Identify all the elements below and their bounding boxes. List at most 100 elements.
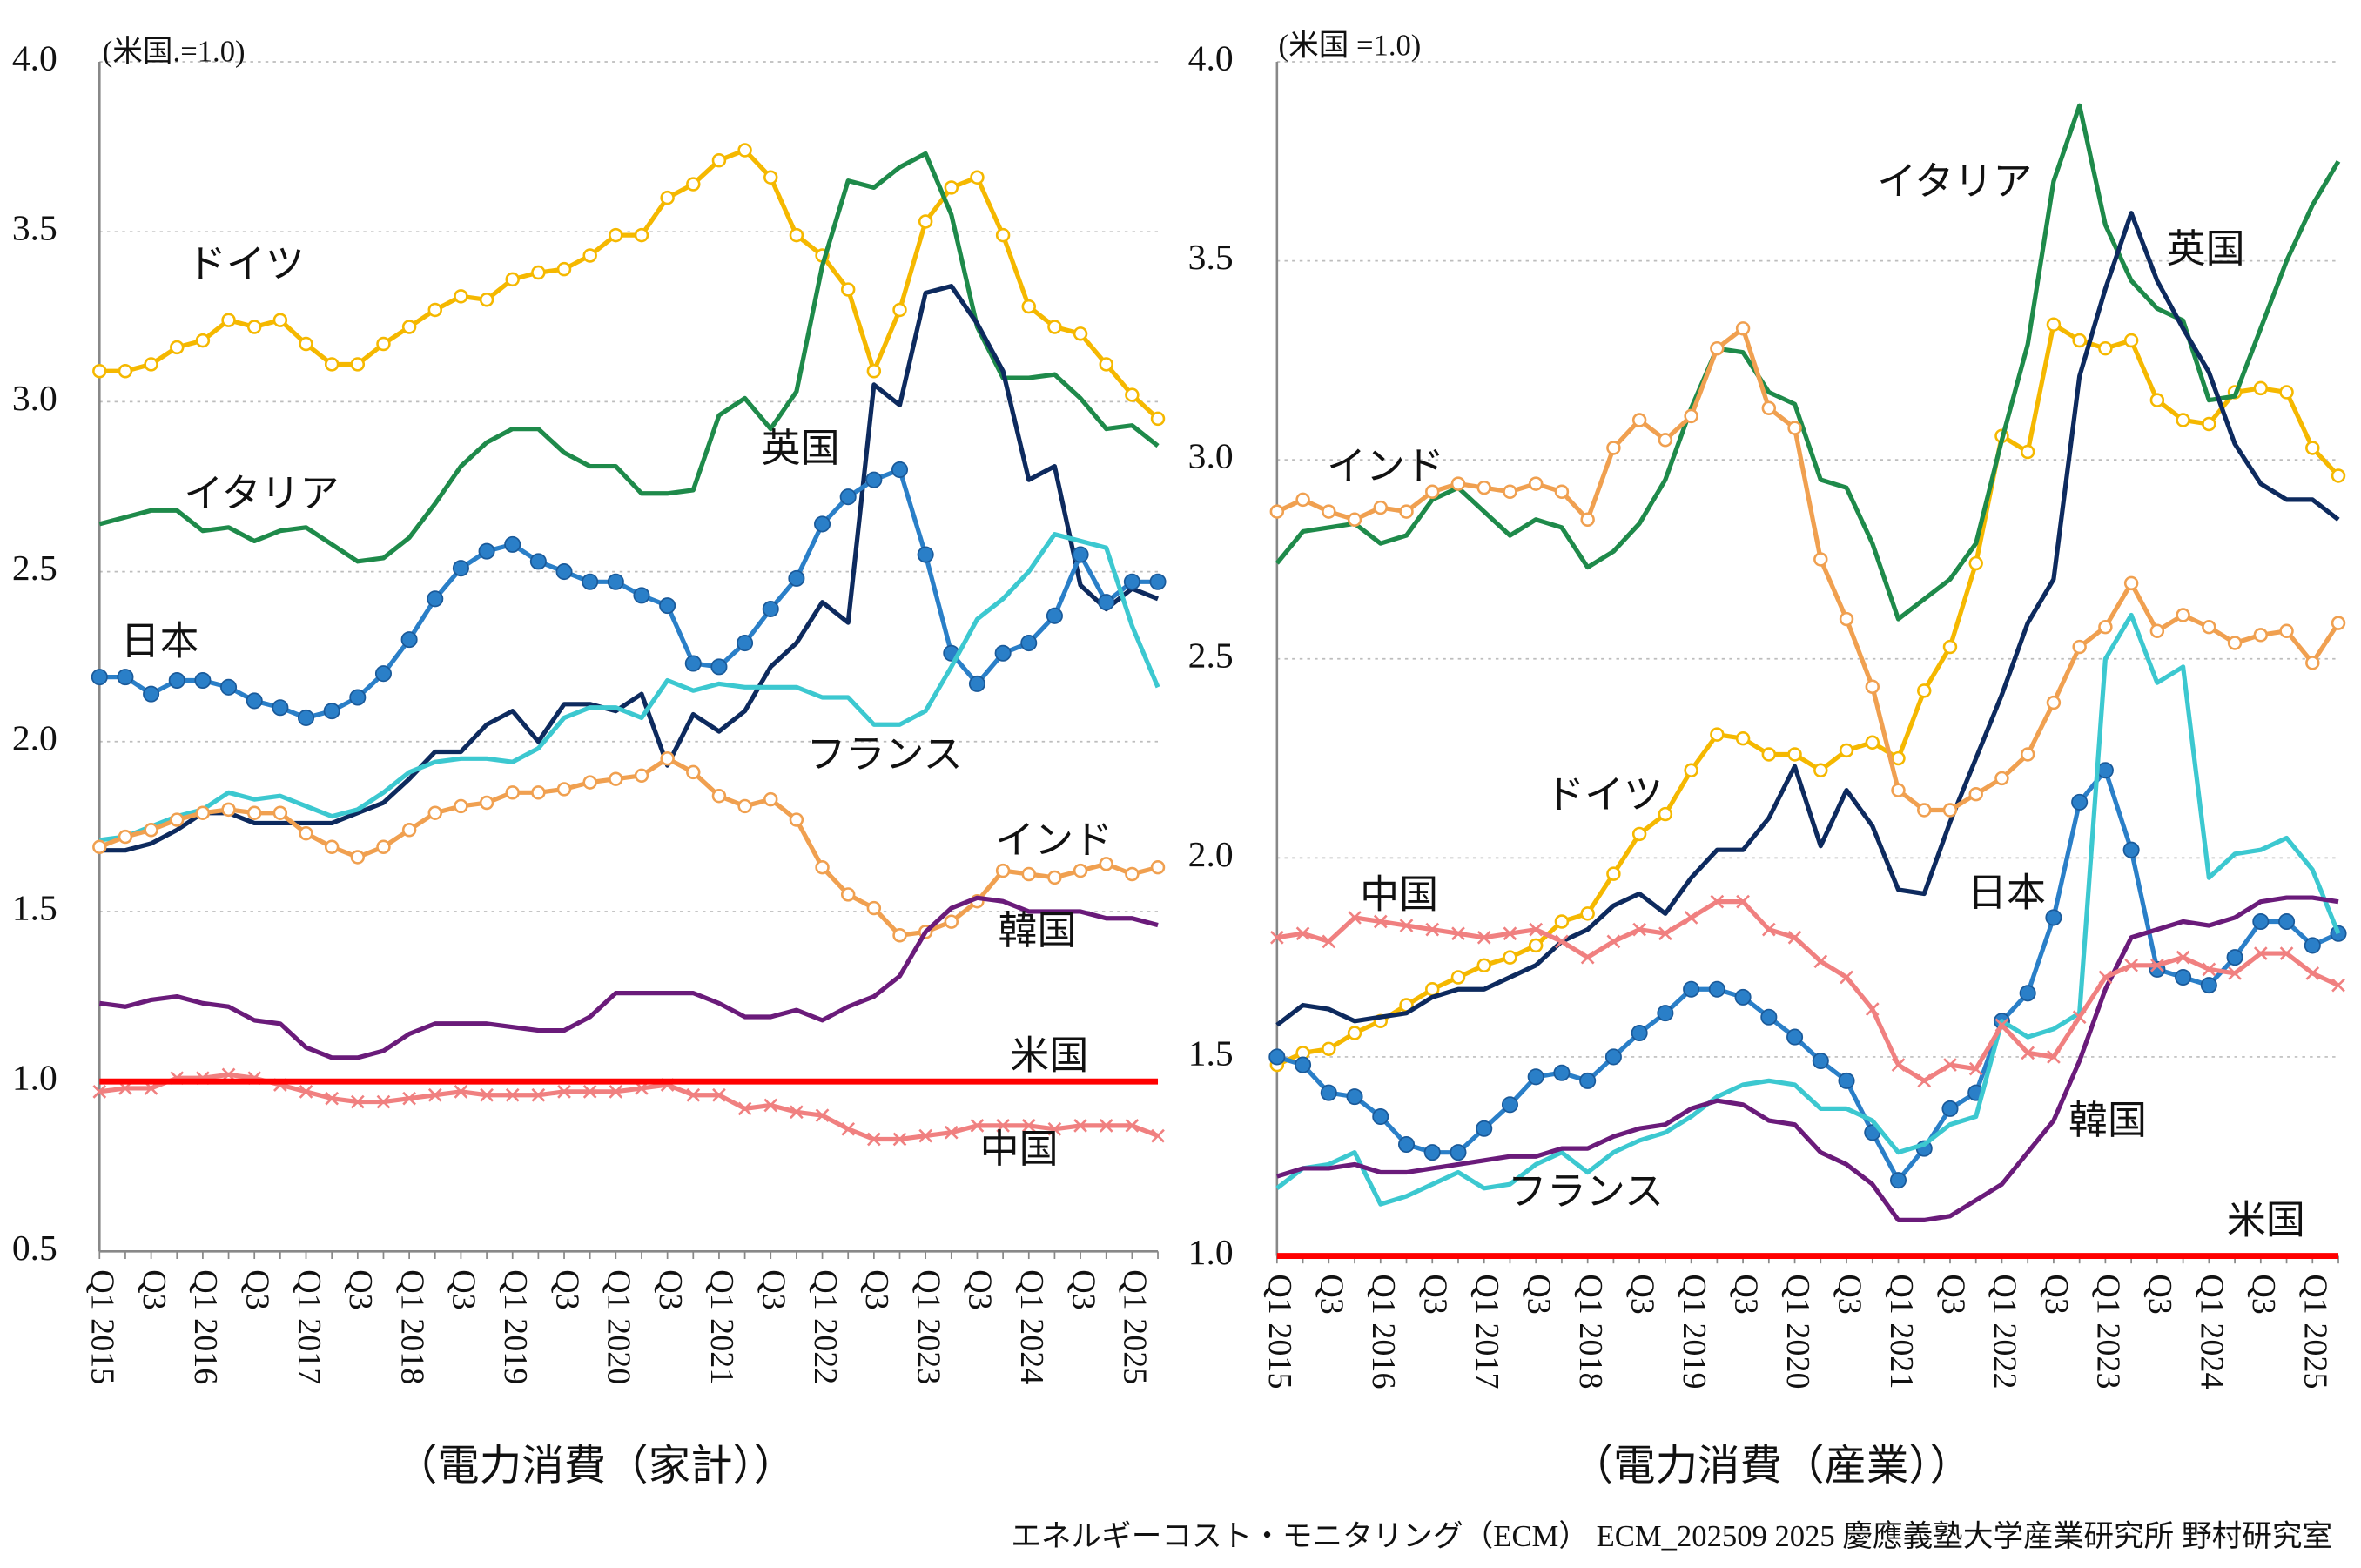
x-tick-label: Q3 [1520, 1274, 1557, 1315]
point [686, 764, 701, 780]
point [2149, 623, 2165, 638]
point [1580, 512, 1595, 527]
point [504, 535, 521, 553]
point [531, 265, 546, 280]
point [376, 336, 391, 352]
point [944, 180, 959, 195]
point [1579, 1072, 1597, 1089]
series-line [98, 895, 1159, 1060]
point [582, 775, 597, 790]
point [1425, 981, 1440, 997]
point [1632, 922, 1646, 937]
point [272, 805, 288, 820]
point [1942, 803, 1958, 818]
x-tick-label: Q3 [1831, 1274, 1867, 1315]
point [1580, 906, 1595, 921]
y-tick-label: 2.5 [12, 548, 57, 588]
x-tick-label: Q3 [756, 1269, 792, 1310]
point [299, 336, 313, 352]
point [609, 1085, 623, 1099]
point [1451, 926, 1465, 941]
point [1149, 573, 1167, 590]
x-tick-label: Q1 2016 [187, 1269, 224, 1384]
point [1865, 735, 1880, 750]
point [1891, 783, 1906, 797]
point [479, 795, 494, 811]
point [454, 289, 468, 304]
point [996, 1119, 1010, 1133]
point [402, 1091, 416, 1106]
point [1099, 357, 1113, 372]
point [1020, 635, 1038, 652]
point [840, 282, 856, 297]
point [350, 1094, 365, 1109]
point [634, 768, 649, 784]
point [92, 364, 107, 379]
point [325, 1091, 340, 1106]
point [762, 600, 779, 618]
point [814, 515, 831, 533]
point [660, 751, 675, 766]
point [659, 597, 676, 615]
point [454, 798, 468, 814]
point [1322, 504, 1336, 519]
point [1021, 299, 1036, 314]
x-tick-label: Q1 2022 [807, 1269, 844, 1384]
x-tick-label: Q1 2025 [2297, 1274, 2334, 1389]
point [323, 703, 340, 720]
point [2175, 968, 2192, 986]
point [1047, 1121, 1062, 1136]
point [995, 227, 1011, 243]
point [2020, 747, 2035, 762]
point [1942, 639, 1958, 655]
point [841, 1121, 856, 1136]
point [1322, 934, 1336, 949]
y-tick-label: 1.0 [1188, 1232, 1234, 1272]
point [1917, 1073, 1932, 1088]
point [2122, 841, 2140, 858]
point [607, 573, 624, 590]
point [763, 170, 778, 185]
point [1658, 806, 1673, 822]
point [427, 1087, 442, 1102]
x-tick-label: Q1 2020 [601, 1269, 637, 1384]
point [994, 644, 1012, 662]
y-tick-label: 2.5 [1188, 635, 1234, 675]
x-tick-label: Q1 2019 [1676, 1274, 1712, 1389]
x-tick-label: Q1 2018 [394, 1269, 430, 1384]
series-line [1275, 211, 2340, 1027]
point [1684, 763, 1698, 778]
point [427, 805, 442, 820]
point [478, 542, 495, 560]
point [1658, 926, 1672, 941]
series-line [98, 532, 1160, 843]
point [2331, 978, 2345, 993]
point [1073, 1119, 1087, 1133]
point [1761, 922, 1776, 937]
point [2123, 575, 2139, 591]
x-tick-label: Q3 [2038, 1274, 2075, 1315]
point [1708, 980, 1725, 998]
point [1125, 387, 1140, 402]
point [1476, 930, 1491, 945]
point [995, 863, 1011, 878]
point [2331, 468, 2346, 483]
point [1941, 1100, 1959, 1117]
x-tick-label: Q1 2018 [1572, 1274, 1609, 1389]
point [1812, 1052, 1829, 1070]
series-label: フランス [1508, 1170, 1664, 1214]
point [1295, 1056, 1312, 1073]
point [1425, 484, 1440, 499]
point [1891, 750, 1906, 766]
point [686, 1087, 701, 1102]
point [194, 671, 212, 690]
point [1865, 679, 1880, 694]
series-label: イタリア [184, 472, 339, 515]
y-tick-label: 3.5 [12, 208, 57, 248]
y-tick-label: 1.5 [12, 887, 57, 927]
point [144, 357, 158, 372]
point [2150, 958, 2164, 972]
point [763, 791, 778, 807]
point [788, 569, 805, 587]
